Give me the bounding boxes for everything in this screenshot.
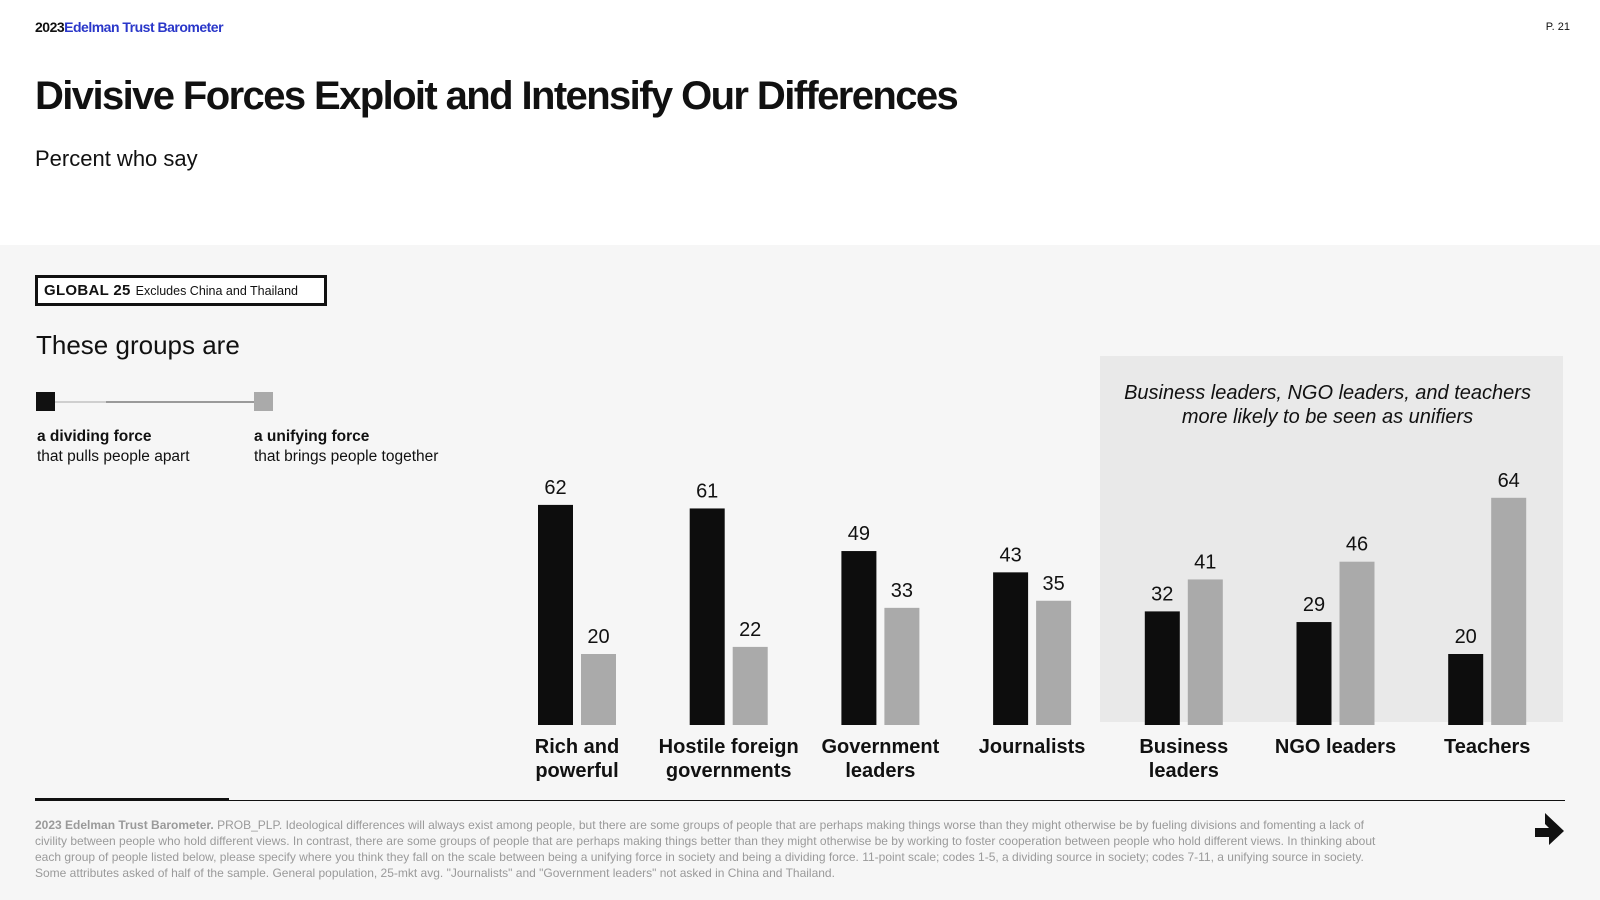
value-label-dividing-6: 20 [1455, 626, 1477, 648]
bar-dividing-4 [1144, 611, 1180, 725]
legend-unifying: a unifying force that brings people toge… [254, 427, 438, 467]
scope-label: GLOBAL 25 [44, 282, 131, 299]
legend-unifying-label: a unifying force [254, 428, 370, 445]
category-label-4: Business leaders [1139, 736, 1229, 782]
legend-dividing: a dividing force that pulls people apart [37, 427, 190, 467]
bar-dividing-0 [538, 504, 573, 725]
bar-unifying-4 [1187, 579, 1223, 725]
legend-unifying-desc: that brings people together [254, 448, 439, 465]
bar-dividing-2 [841, 551, 877, 725]
bar-unifying-2 [884, 607, 920, 725]
value-label-unifying-6: 64 [1498, 470, 1520, 492]
footer-divider-accent [35, 798, 229, 800]
legend-swatch-dividing [36, 392, 55, 411]
value-label-unifying-4: 41 [1194, 551, 1216, 573]
value-label-dividing-0: 62 [544, 477, 566, 499]
brand-logo: 2023Edelman Trust Barometer [35, 19, 224, 35]
footnote-source: 2023 Edelman Trust Barometer. [35, 818, 214, 832]
bar-unifying-6 [1491, 497, 1527, 725]
page-title: Divisive Forces Exploit and Intensify Ou… [35, 74, 959, 118]
scale-line-right [106, 401, 266, 403]
value-label-dividing-5: 29 [1303, 594, 1325, 616]
legend-dividing-label: a dividing force [37, 428, 152, 445]
category-label-5: NGO leaders [1274, 736, 1397, 758]
bar-dividing-5 [1296, 622, 1332, 725]
footnote-text: PROB_PLP. Ideological differences will a… [35, 818, 1376, 880]
scope-badge: GLOBAL 25 Excludes China and Thailand [35, 275, 327, 306]
footnote: 2023 Edelman Trust Barometer. PROB_PLP. … [35, 817, 1395, 881]
category-label-0: Rich and powerful [534, 736, 620, 782]
value-label-unifying-5: 46 [1346, 534, 1368, 556]
bar-dividing-1 [689, 508, 725, 725]
value-label-unifying-1: 22 [739, 619, 761, 641]
page-number: P. 21 [1545, 21, 1570, 33]
category-label-3: Journalists [978, 736, 1086, 758]
legend-swatch-unifying [254, 392, 273, 411]
highlight-callout: Business leaders, NGO leaders, and teach… [1124, 382, 1531, 428]
category-label-6: Teachers [1444, 736, 1531, 758]
scope-note: Excludes China and Thailand [135, 283, 298, 298]
bar-unifying-0 [581, 654, 616, 725]
bar-unifying-5 [1339, 561, 1375, 725]
value-label-unifying-3: 35 [1042, 573, 1064, 595]
value-label-dividing-1: 61 [696, 480, 718, 502]
scale-line-left [46, 401, 106, 403]
bar-dividing-6 [1448, 654, 1484, 725]
footer-divider [35, 800, 1565, 801]
value-label-dividing-2: 49 [848, 523, 870, 545]
legend-scale [36, 392, 274, 412]
bar-unifying-3 [1036, 600, 1072, 725]
category-label-2: Government leaders [821, 736, 940, 782]
page-subtitle: Percent who say [35, 146, 198, 171]
value-label-unifying-0: 20 [587, 626, 609, 648]
groups-label: These groups are [36, 330, 240, 360]
bar-unifying-1 [732, 646, 768, 725]
value-label-dividing-3: 43 [999, 544, 1021, 566]
legend-dividing-desc: that pulls people apart [37, 448, 190, 465]
category-label-1: Hostile foreign governments [658, 736, 799, 782]
brand-year: 2023 [35, 19, 65, 35]
bar-dividing-3 [993, 572, 1029, 725]
value-label-unifying-2: 33 [891, 580, 913, 602]
brand-name: Edelman Trust Barometer [64, 19, 224, 35]
next-arrow-icon[interactable] [1533, 812, 1567, 846]
value-label-dividing-4: 32 [1151, 583, 1173, 605]
